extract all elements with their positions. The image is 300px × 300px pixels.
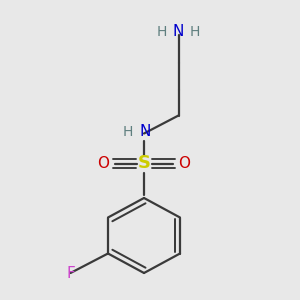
Text: H: H bbox=[157, 25, 167, 38]
Text: O: O bbox=[178, 156, 190, 171]
Text: S: S bbox=[137, 154, 151, 172]
Text: H: H bbox=[190, 25, 200, 38]
Text: N: N bbox=[173, 24, 184, 39]
Text: H: H bbox=[122, 125, 133, 139]
Text: F: F bbox=[66, 266, 75, 280]
Text: O: O bbox=[98, 156, 110, 171]
Text: N: N bbox=[140, 124, 151, 140]
